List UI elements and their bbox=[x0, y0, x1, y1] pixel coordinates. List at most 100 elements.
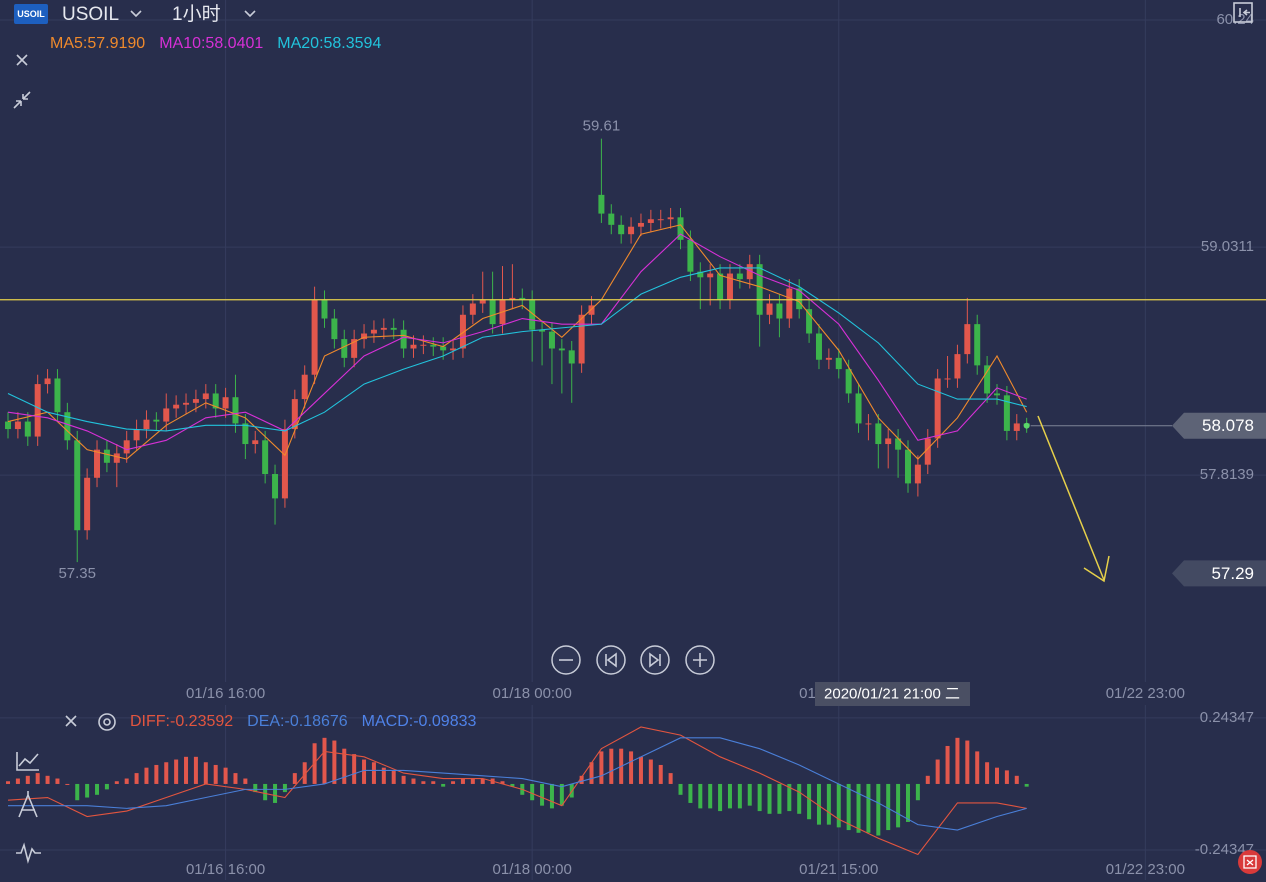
target-tag-label: 57.29 bbox=[1211, 564, 1254, 583]
indicator-tool[interactable] bbox=[16, 752, 39, 771]
close-indicator[interactable] bbox=[16, 54, 28, 66]
macd-bar bbox=[500, 781, 505, 784]
macd-bar bbox=[905, 783, 910, 822]
layout-toggle[interactable] bbox=[1233, 2, 1253, 23]
macd-bar bbox=[708, 783, 713, 809]
macd-bar bbox=[935, 759, 940, 784]
interval-dropdown-arrow[interactable] bbox=[244, 10, 256, 18]
candle-body bbox=[509, 297, 516, 300]
macd-bar bbox=[6, 781, 11, 784]
x-tick-label: 01/22 23:00 bbox=[1106, 685, 1185, 702]
macd-bar bbox=[213, 764, 218, 784]
symbol-selector[interactable]: USOIL bbox=[62, 4, 119, 25]
candle-body bbox=[459, 314, 466, 349]
candle-body bbox=[153, 419, 160, 422]
macd-bar bbox=[876, 783, 881, 836]
macd-bar bbox=[777, 783, 782, 814]
forecast-arrow bbox=[1037, 415, 1110, 583]
macd-bar bbox=[540, 783, 545, 806]
macd-bar bbox=[391, 770, 396, 784]
gear-ring[interactable] bbox=[98, 713, 116, 731]
macd-bar bbox=[599, 751, 604, 784]
candle-body bbox=[628, 226, 635, 235]
candle-body bbox=[469, 303, 476, 315]
macd-bar bbox=[124, 778, 129, 784]
zoom-controls bbox=[551, 645, 715, 675]
legend-entry: MA5:57.9190 bbox=[50, 35, 145, 52]
y-tick-label: 59.0311 bbox=[1201, 238, 1254, 255]
candle-body bbox=[400, 329, 407, 349]
candle-body bbox=[736, 273, 743, 280]
candle-body bbox=[885, 438, 892, 445]
candle-body bbox=[578, 314, 585, 364]
scroll-end[interactable] bbox=[640, 645, 670, 675]
candle-body bbox=[262, 440, 269, 475]
candle-body bbox=[192, 399, 199, 403]
collapse-button[interactable] bbox=[13, 91, 31, 109]
macd-bar bbox=[530, 783, 535, 801]
y-tick-label: 0.24347 bbox=[1200, 709, 1254, 726]
macd-bar bbox=[856, 783, 861, 833]
macd-bar bbox=[638, 756, 643, 784]
candle-body bbox=[84, 477, 91, 531]
macd-bar bbox=[342, 748, 347, 784]
macd-bar bbox=[836, 783, 841, 828]
candle-body bbox=[34, 384, 41, 437]
macd-bar bbox=[579, 775, 584, 784]
interval-selector[interactable]: 1小时 bbox=[172, 3, 221, 25]
min-price-label: 57.35 bbox=[58, 565, 96, 582]
candle-body bbox=[341, 339, 348, 358]
candle-body bbox=[746, 264, 753, 280]
macd-bar bbox=[945, 745, 950, 784]
wave-tool[interactable] bbox=[16, 842, 41, 864]
legend-entry: DEA:-0.18676 bbox=[247, 713, 348, 730]
alert-icon[interactable] bbox=[1243, 855, 1257, 869]
candle-body bbox=[914, 464, 921, 484]
candle-body bbox=[717, 273, 724, 300]
macd-bar bbox=[718, 783, 723, 812]
x-tick-label: 01/18 00:00 bbox=[493, 685, 572, 702]
zoom-in-icon[interactable] bbox=[693, 653, 707, 667]
candle-body bbox=[311, 299, 318, 375]
macd-bar bbox=[273, 783, 278, 803]
macd-bar bbox=[737, 783, 742, 809]
layout-icon-arrow[interactable] bbox=[1239, 8, 1250, 17]
candle-body bbox=[687, 239, 694, 272]
drawing-tool[interactable] bbox=[18, 791, 38, 818]
candle-body bbox=[944, 378, 951, 380]
symbol-dropdown-arrow[interactable] bbox=[130, 10, 142, 18]
candle-body bbox=[845, 369, 852, 394]
gear-center[interactable] bbox=[103, 718, 111, 726]
macd-bar bbox=[193, 756, 198, 784]
candle-body bbox=[420, 344, 427, 346]
candle-body bbox=[855, 393, 862, 424]
macd-bar bbox=[431, 781, 436, 784]
candle-body bbox=[766, 303, 773, 315]
scroll-end-icon[interactable] bbox=[649, 652, 661, 668]
candle-body bbox=[993, 393, 1000, 396]
logo-badge bbox=[14, 4, 48, 24]
candle-body bbox=[380, 327, 387, 330]
macd-bar bbox=[559, 783, 564, 806]
macd-bar bbox=[1014, 775, 1019, 784]
macd-bar bbox=[658, 764, 663, 784]
candle-body bbox=[647, 219, 654, 223]
logo-text: USOIL bbox=[17, 9, 45, 19]
price-tag-label: 58.078 bbox=[1202, 416, 1254, 435]
close-macd[interactable] bbox=[65, 715, 77, 727]
macd-pane bbox=[6, 726, 1029, 856]
candle-body bbox=[94, 449, 101, 478]
legend-entry: DIFF:-0.23592 bbox=[130, 713, 233, 730]
alert-button[interactable] bbox=[1238, 850, 1262, 874]
macd-bar bbox=[184, 756, 189, 784]
scroll-start-icon[interactable] bbox=[605, 652, 617, 668]
macd-bar bbox=[253, 783, 258, 793]
macd-bar bbox=[134, 773, 139, 784]
scroll-start[interactable] bbox=[596, 645, 626, 675]
layout-icon[interactable] bbox=[1233, 2, 1253, 23]
macd-settings[interactable] bbox=[98, 713, 116, 731]
candle-body bbox=[964, 324, 971, 355]
macd-bar bbox=[104, 783, 109, 790]
macd-bar bbox=[322, 737, 327, 784]
